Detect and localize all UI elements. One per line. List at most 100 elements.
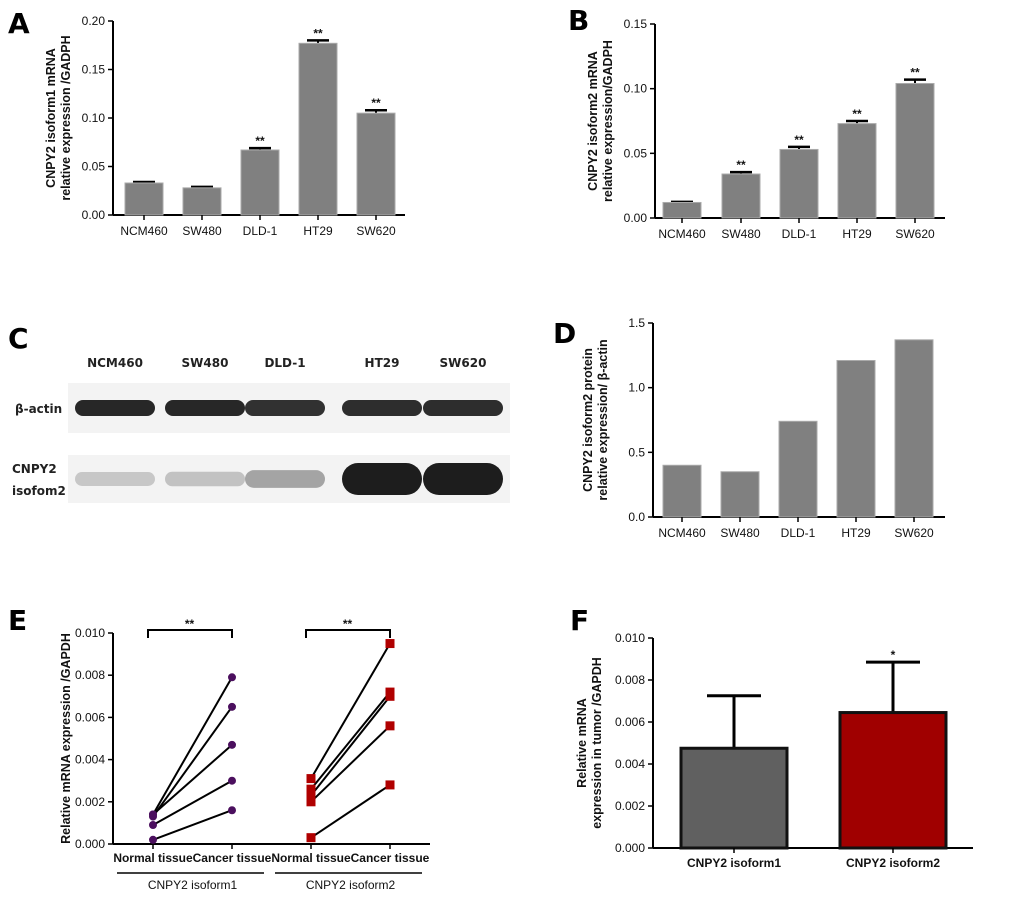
- significance-mark: *: [891, 648, 896, 662]
- bar-sw480: [721, 173, 761, 219]
- y-tick-label: 0.20: [82, 14, 106, 28]
- y-tick-label: 1.5: [628, 316, 645, 330]
- y-tick-label: 0.00: [82, 208, 106, 222]
- x-tick-label: NCM460: [120, 224, 168, 238]
- y-axis-label: relative expression/ β-actin: [596, 339, 610, 500]
- y-axis-label: expression in tumor /GAPDH: [590, 657, 604, 829]
- panel-e: E 0.000 0.002 0.004 0.006 0.008 0.010Relative …: [8, 604, 430, 892]
- protein-band: [245, 470, 325, 488]
- significance-bracket: [305, 629, 391, 638]
- significance-mark: **: [736, 158, 746, 172]
- panel-b: B 0.00 0.05 0.10 0.15 CNPY2 isoform2 mRNA rela…: [568, 4, 945, 241]
- data-point-circle: [149, 835, 157, 844]
- x-tick-label: CNPY2 isoform2: [846, 856, 940, 870]
- y-axis-label: CNPY2 isoform2 mRNA: [586, 51, 600, 191]
- significance-mark: **: [794, 133, 804, 147]
- y-tick-label: 0.008: [615, 673, 645, 687]
- protein-band: [342, 463, 422, 495]
- panel-letter: E: [8, 604, 27, 637]
- x-tick-label: DLD-1: [243, 224, 278, 238]
- panel-f: F 0.000 0.002 0.004 0.006 0.008 0.010 Relative …: [570, 604, 973, 870]
- bar-sw480: [720, 471, 760, 518]
- bar-ncm460: [662, 464, 702, 518]
- data-point-square: [306, 797, 316, 807]
- x-tick-label: HT29: [842, 227, 872, 241]
- y-tick-label: 0.000: [75, 837, 105, 851]
- pair-line: [152, 779, 233, 826]
- protein-band: [423, 400, 503, 416]
- significance-mark: **: [313, 26, 323, 40]
- data-point-circle: [149, 810, 157, 819]
- x-tick-label: Normal tissue: [113, 851, 193, 865]
- panel-d: D 0.0 0.5 1.0 1.5 CNPY2 isoform2 protein relat…: [553, 316, 945, 540]
- data-point-square: [385, 639, 395, 649]
- x-tick-label: HT29: [841, 526, 871, 540]
- x-tick-label: NCM460: [658, 227, 706, 241]
- data-point-square: [306, 833, 316, 843]
- pair-line: [152, 809, 233, 841]
- panel-letter: C: [8, 322, 29, 355]
- data-point-circle: [228, 740, 236, 749]
- bar-sw480: [182, 187, 222, 216]
- bar-sw620: [894, 339, 934, 518]
- blot-row-label: CNPY2: [12, 462, 57, 476]
- lane-label: DLD-1: [264, 356, 305, 370]
- y-axis-label: CNPY2 isoform1 mRNA: [44, 48, 58, 188]
- y-tick-label: 0.004: [75, 753, 105, 767]
- y-tick-label: 0.05: [624, 146, 648, 160]
- x-tick-label: DLD-1: [782, 227, 817, 241]
- bar-ht29: [836, 360, 876, 518]
- bar-dld-1: [779, 148, 819, 219]
- protein-band: [165, 400, 245, 416]
- data-point-circle: [228, 673, 236, 682]
- x-tick-label: CNPY2 isoform1: [687, 856, 781, 870]
- panel-letter: D: [553, 317, 576, 350]
- pair-line: [152, 744, 233, 816]
- bar-dld-1: [240, 149, 280, 216]
- x-tick-label: HT29: [303, 224, 333, 238]
- x-tick-label: NCM460: [658, 526, 706, 540]
- data-point-square: [306, 774, 316, 784]
- bar-ncm460: [124, 182, 164, 216]
- x-tick-label: SW480: [720, 526, 760, 540]
- y-tick-label: 0.006: [75, 710, 105, 724]
- y-tick-label: 0.15: [624, 17, 648, 31]
- lane-label: SW480: [182, 356, 229, 370]
- bar-ht29: [298, 42, 338, 216]
- data-point-square: [385, 780, 395, 790]
- y-tick-label: 0.004: [615, 757, 645, 771]
- x-tick-label: SW620: [356, 224, 396, 238]
- protein-band: [75, 472, 155, 486]
- pair-line: [310, 691, 391, 790]
- data-point-square: [385, 691, 395, 701]
- x-tick-label: Cancer tissue: [193, 851, 272, 865]
- x-tick-label: DLD-1: [781, 526, 816, 540]
- pair-line: [152, 706, 233, 818]
- panel-c: C NCM460 SW480 DLD-1 HT29 SW620 β-actin CNPY2 is…: [8, 322, 510, 503]
- group-label: CNPY2 isoform1: [148, 878, 238, 892]
- y-tick-label: 0.002: [75, 795, 105, 809]
- pair-line: [310, 695, 391, 797]
- y-tick-label: 1.0: [628, 381, 645, 395]
- pair-line: [310, 725, 391, 803]
- y-tick-label: 0.5: [628, 445, 645, 459]
- pair-line: [310, 643, 391, 780]
- y-axis-label: Relative mRNA: [575, 698, 589, 788]
- data-point-square: [306, 784, 316, 794]
- bar-sw620: [895, 82, 935, 219]
- y-tick-label: 0.00: [624, 211, 648, 225]
- y-tick-label: 0.10: [624, 82, 648, 96]
- x-tick-label: SW480: [182, 224, 222, 238]
- bar-ncm460: [662, 201, 702, 219]
- y-tick-label: 0.008: [75, 668, 105, 682]
- y-tick-label: 0.010: [75, 626, 105, 640]
- panel-letter: A: [8, 7, 30, 40]
- blot-row-label: isofom2: [12, 484, 66, 498]
- significance-mark: **: [185, 617, 195, 631]
- lane-label: HT29: [365, 356, 400, 370]
- data-point-circle: [149, 821, 157, 830]
- protein-band: [245, 400, 325, 416]
- panel-letter: B: [568, 4, 589, 37]
